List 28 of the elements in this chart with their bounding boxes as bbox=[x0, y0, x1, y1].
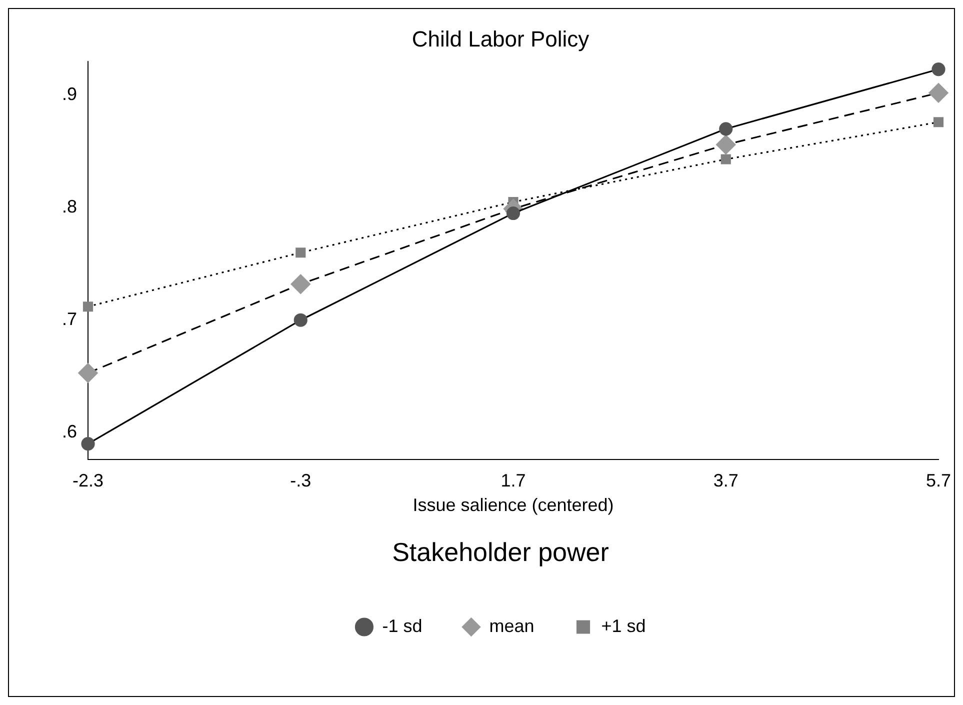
chart-title: Child Labor Policy bbox=[412, 26, 590, 52]
legend-label: +1 sd bbox=[601, 616, 646, 636]
x-axis-title: Issue salience (centered) bbox=[412, 494, 614, 515]
x-tick-label: 5.7 bbox=[926, 470, 952, 490]
point bbox=[290, 274, 310, 294]
point bbox=[716, 134, 736, 154]
x-tick-label: 3.7 bbox=[713, 470, 738, 490]
point bbox=[294, 313, 308, 327]
legend-label: -1 sd bbox=[382, 616, 422, 636]
point bbox=[932, 62, 946, 76]
point bbox=[78, 363, 98, 383]
point bbox=[296, 248, 306, 258]
y-tick-label: .7 bbox=[62, 309, 78, 330]
point bbox=[720, 154, 731, 164]
point bbox=[506, 206, 520, 220]
y-tick-label: .6 bbox=[62, 422, 78, 442]
point bbox=[719, 122, 733, 136]
y-tick-label: .9 bbox=[62, 84, 78, 104]
legend-label: mean bbox=[489, 616, 534, 636]
x-tick-label: -2.3 bbox=[72, 470, 104, 490]
point bbox=[933, 117, 944, 128]
point bbox=[82, 302, 94, 312]
point bbox=[81, 437, 95, 451]
y-tick-label: .8 bbox=[62, 196, 78, 217]
x-tick-label: -.3 bbox=[290, 470, 312, 490]
x-tick-label: 1.7 bbox=[500, 470, 526, 490]
point bbox=[928, 83, 948, 103]
legend-title: Stakeholder power bbox=[392, 536, 610, 567]
